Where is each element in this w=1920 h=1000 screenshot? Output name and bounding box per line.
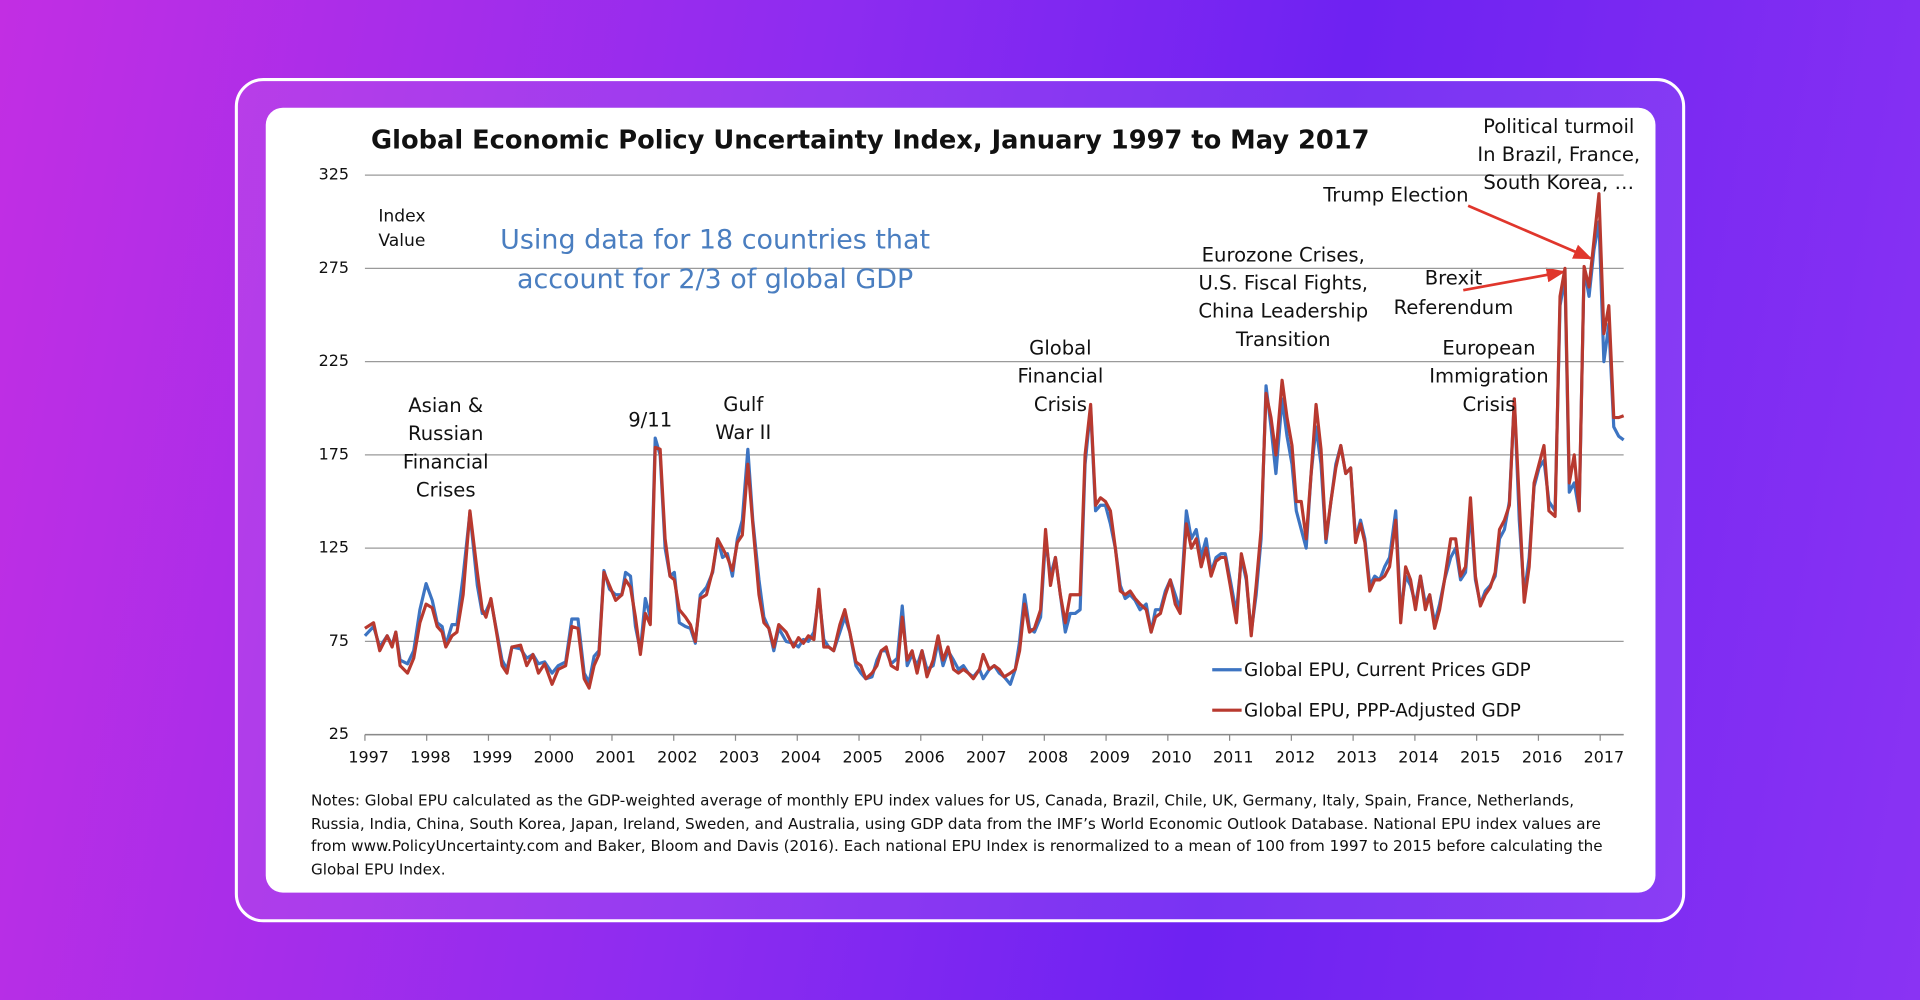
- annotation: 9/11: [628, 409, 672, 432]
- annotation: Eurozone Crises,: [1202, 243, 1365, 266]
- x-tick-label: 2009: [1090, 747, 1130, 766]
- annotation: Financial: [1018, 365, 1104, 388]
- legend-label: Global EPU, Current Prices GDP: [1244, 660, 1531, 681]
- y-tick-label: 225: [319, 351, 349, 370]
- annotation: South Korea, …: [1483, 171, 1634, 194]
- y-tick-label: 325: [319, 165, 349, 184]
- y-axis-label: Value: [378, 231, 425, 251]
- annotation: Russian: [408, 422, 483, 445]
- annotation: European: [1442, 336, 1535, 359]
- y-tick-label: 175: [319, 444, 349, 463]
- chart-title: Global Economic Policy Uncertainty Index…: [371, 125, 1370, 155]
- x-tick-label: 2006: [904, 747, 944, 766]
- y-tick-label: 125: [319, 538, 349, 557]
- y-axis-label: Index: [378, 207, 425, 227]
- subtitle: account for 2/3 of global GDP: [517, 264, 913, 295]
- annotation: Asian &: [408, 394, 483, 417]
- x-tick-label: 1999: [472, 747, 512, 766]
- y-tick-label: 275: [319, 258, 349, 277]
- x-tick-label: 2014: [1398, 747, 1438, 766]
- legend-label: Global EPU, PPP-Adjusted GDP: [1244, 700, 1521, 721]
- x-tick-label: 2007: [966, 747, 1006, 766]
- card: [265, 107, 1656, 893]
- x-tick-label: 2002: [657, 747, 697, 766]
- annotation: China Leadership: [1198, 300, 1368, 323]
- annotation: Political turmoil: [1483, 115, 1634, 138]
- x-tick-label: 2017: [1584, 747, 1624, 766]
- x-tick-label: 1997: [348, 747, 388, 766]
- annotation: Crises: [416, 479, 476, 502]
- annotation: In Brazil, France,: [1477, 143, 1640, 166]
- x-tick-label: 2015: [1460, 747, 1500, 766]
- annotation: Immigration: [1429, 365, 1548, 388]
- annotation: Financial: [403, 450, 489, 473]
- x-tick-label: 2011: [1213, 747, 1253, 766]
- annotation: Crisis: [1462, 393, 1515, 416]
- annotation: Transition: [1235, 328, 1331, 351]
- notes-box: Notes: Global EPU calculated as the GDP-…: [311, 790, 1603, 878]
- annotation: Brexit: [1425, 267, 1483, 290]
- arrow: [1467, 204, 1593, 260]
- x-tick-label: 1998: [410, 747, 450, 766]
- x-tick-label: 2005: [842, 747, 882, 766]
- series-line: [364, 192, 1625, 690]
- annotation: Trump Election: [1322, 183, 1468, 206]
- annotation: U.S. Fiscal Fights,: [1198, 272, 1368, 295]
- x-tick-label: 2013: [1337, 747, 1377, 766]
- subtitle: Using data for 18 countries that: [500, 225, 930, 256]
- annotation: Crisis: [1034, 393, 1087, 416]
- x-tick-label: 2008: [1028, 747, 1068, 766]
- y-tick-label: 25: [329, 724, 349, 743]
- arrow: [1463, 267, 1566, 292]
- x-tick-label: 2010: [1151, 747, 1191, 766]
- x-tick-label: 2003: [719, 747, 759, 766]
- annotation: Referendum: [1394, 296, 1514, 319]
- x-tick-label: 2001: [595, 747, 635, 766]
- x-tick-label: 2012: [1275, 747, 1315, 766]
- annotation: War II: [715, 421, 771, 444]
- x-tick-label: 2016: [1522, 747, 1562, 766]
- notes: Notes: Global EPU calculated as the GDP-…: [311, 790, 1603, 878]
- annotation: Global: [1029, 336, 1091, 359]
- x-tick-label: 2000: [534, 747, 574, 766]
- annotation: Gulf: [723, 393, 764, 416]
- y-tick-label: 75: [329, 631, 349, 650]
- x-tick-label: 2004: [781, 747, 821, 766]
